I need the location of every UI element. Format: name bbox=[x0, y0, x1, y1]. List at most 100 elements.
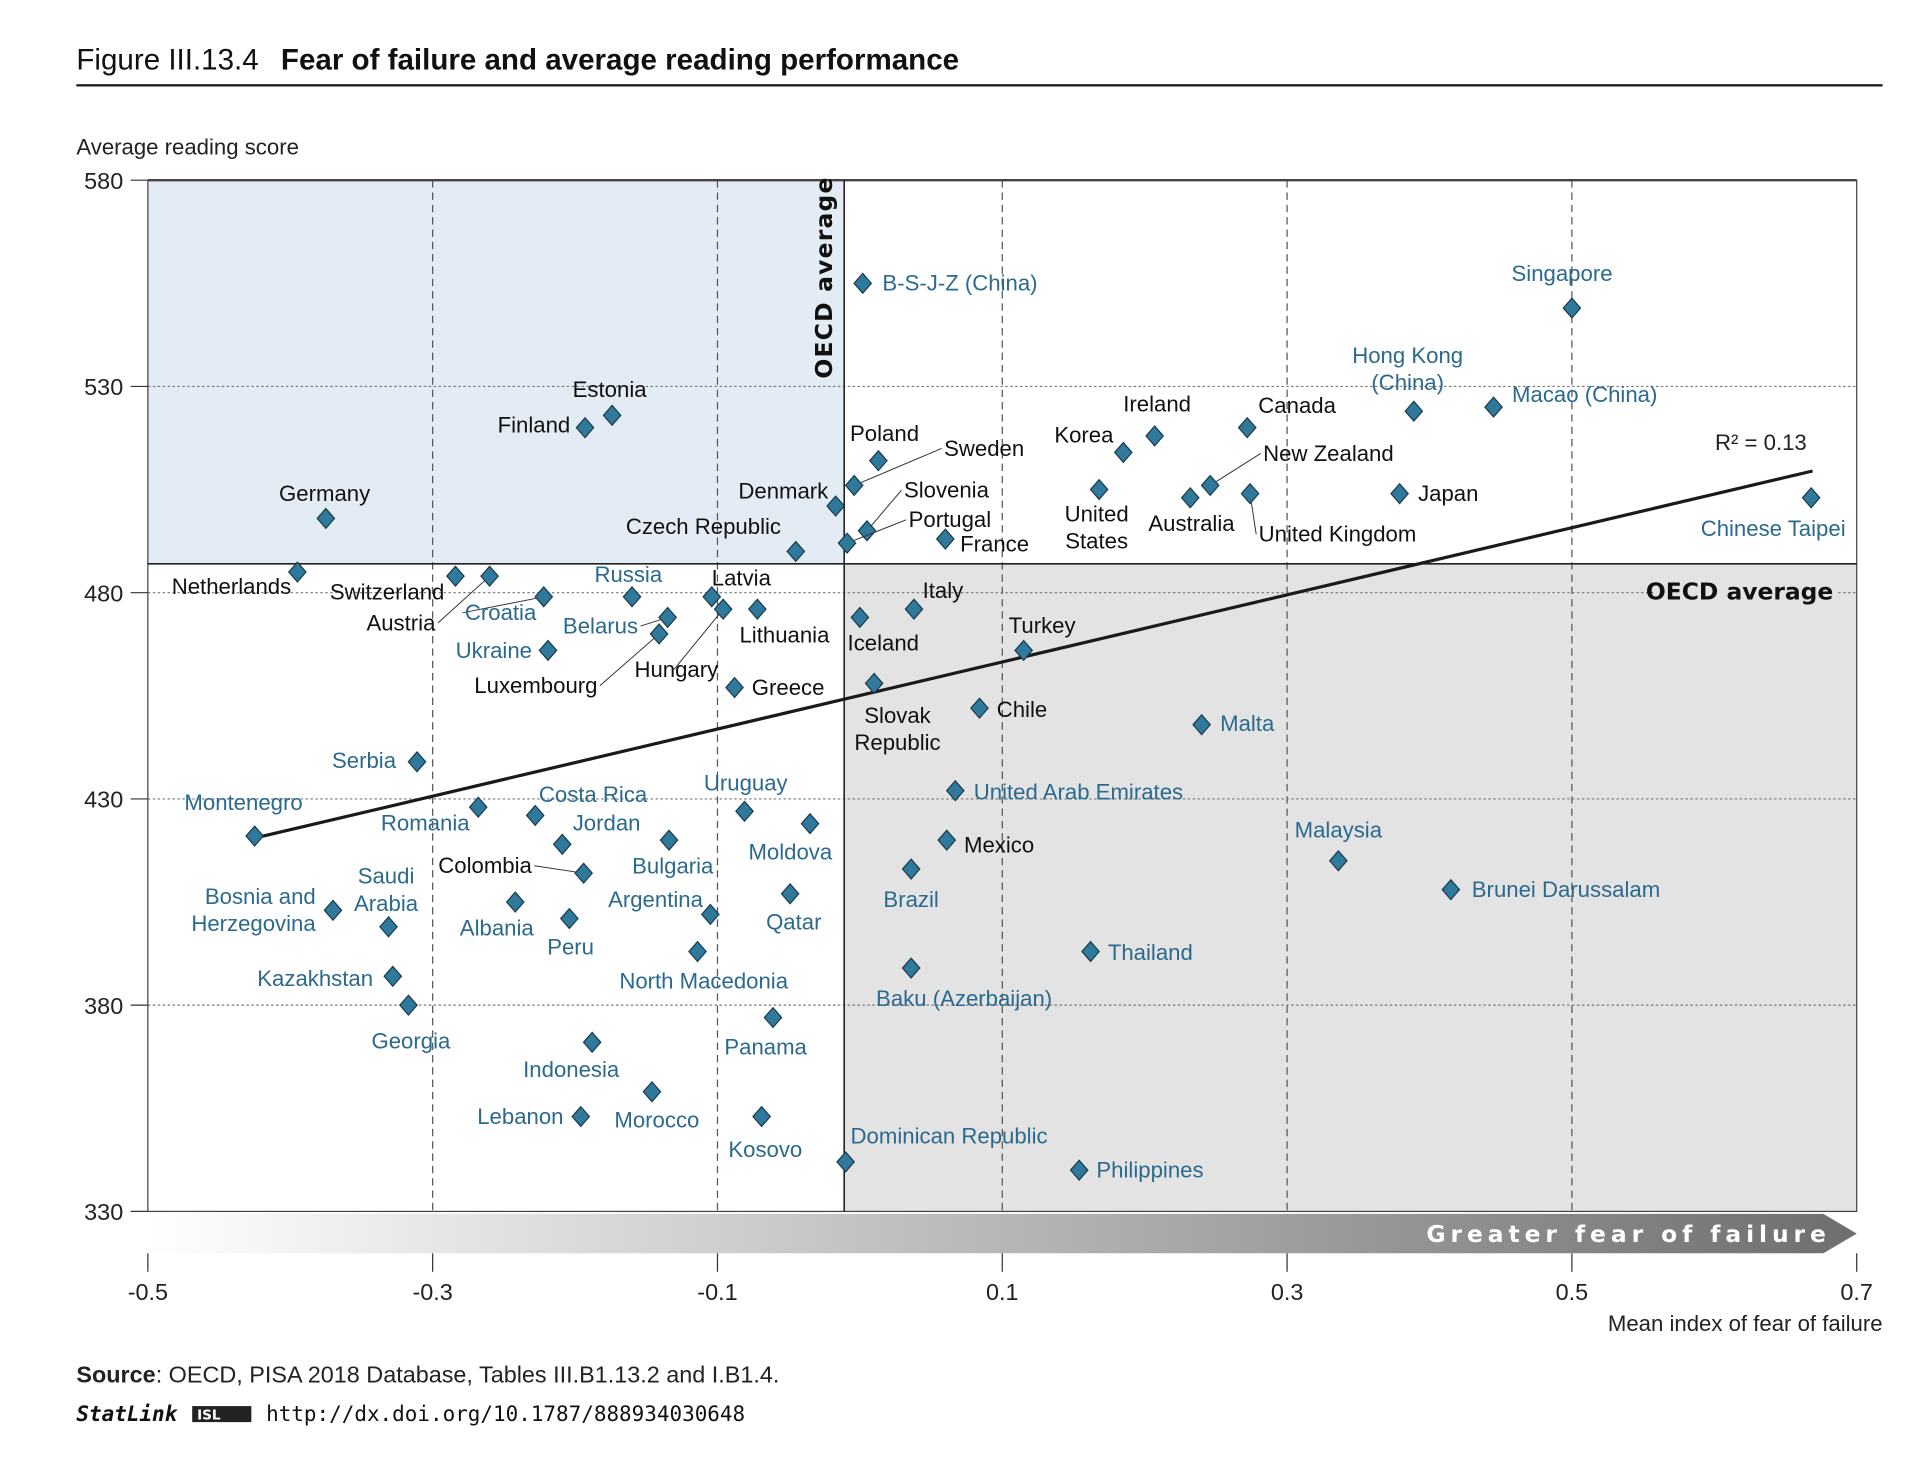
data-point-group: Slovenia bbox=[857, 478, 990, 542]
data-point-marker bbox=[1441, 878, 1461, 901]
statlink-url[interactable]: http://dx.doi.org/10.1787/888934030648 bbox=[266, 1402, 745, 1426]
plot-area: -0.5 -0.3 -0.1 0.1 0.3 0.5 0.7 580 530 480 430 380 3… bbox=[84, 168, 1882, 1336]
data-point-label: Russia bbox=[594, 562, 662, 587]
data-point-group: France bbox=[935, 528, 1029, 556]
quadrant-low-fear-high-score bbox=[147, 180, 845, 564]
data-point-label-line: Singapore bbox=[1512, 261, 1613, 286]
data-point-group: Luxembourg bbox=[474, 623, 669, 698]
statlink-label: StatLink bbox=[76, 1402, 178, 1426]
data-point-marker bbox=[688, 940, 707, 963]
data-point-label: Mexico bbox=[964, 832, 1034, 857]
data-point-group: Croatia bbox=[462, 586, 554, 625]
data-point-group: Georgia bbox=[371, 994, 451, 1053]
data-point-label-line: Estonia bbox=[573, 377, 648, 402]
data-point-label-line: Herzegovina bbox=[191, 911, 316, 936]
quadrant-high-fear-low-score bbox=[844, 563, 1857, 1212]
data-point-group: Bosnia and Herzegovina bbox=[191, 884, 343, 936]
data-point-marker bbox=[658, 606, 678, 629]
data-point-label-line: (China) bbox=[1371, 370, 1444, 395]
data-point-marker bbox=[622, 586, 642, 608]
data-point-label-line: Georgia bbox=[371, 1028, 451, 1053]
figure-title: Fear of failure and average reading perf… bbox=[281, 43, 959, 76]
data-point-group: Iceland bbox=[848, 606, 919, 656]
data-point-label-line: Malta bbox=[1220, 711, 1275, 736]
data-point-label: New Zealand bbox=[1263, 441, 1394, 466]
data-point-label-line: Thailand bbox=[1108, 940, 1193, 965]
data-point-marker bbox=[1801, 487, 1821, 509]
data-point-marker bbox=[1069, 1159, 1089, 1181]
data-point-label: Japan bbox=[1418, 481, 1478, 506]
data-point-label: Switzerland bbox=[330, 580, 445, 605]
data-point-group: Chinese Taipei bbox=[1701, 487, 1846, 541]
data-point-label-line: United Kingdom bbox=[1259, 522, 1417, 547]
data-point-label-line: Republic bbox=[854, 730, 940, 755]
data-point-marker bbox=[850, 606, 870, 629]
data-point-marker bbox=[763, 1006, 783, 1029]
x-axis-label: Mean index of fear of failure bbox=[1608, 1311, 1883, 1336]
data-point-group: Jordan bbox=[552, 811, 641, 856]
data-point-label-line: Serbia bbox=[332, 748, 397, 773]
data-point-label-line: New Zealand bbox=[1263, 441, 1394, 466]
data-point-label: Latvia bbox=[712, 566, 772, 591]
leader-line bbox=[673, 608, 724, 670]
data-point-group: Brunei Darussalam bbox=[1441, 877, 1660, 902]
data-point-label-line: Luxembourg bbox=[474, 673, 597, 698]
data-point-label: United Arab Emirates bbox=[974, 779, 1183, 804]
data-point-group: Kosovo bbox=[728, 1105, 802, 1162]
data-point-label-line: Arabia bbox=[354, 891, 419, 916]
data-point-marker bbox=[725, 676, 744, 699]
source-text: : OECD, PISA 2018 Database, Tables III.B… bbox=[156, 1362, 780, 1388]
data-point-label: Macao (China) bbox=[1512, 382, 1657, 407]
data-point-group: Philippines bbox=[1069, 1158, 1204, 1183]
data-point-label-line: Slovenia bbox=[904, 478, 990, 503]
data-point-group: Lebanon bbox=[477, 1104, 591, 1129]
data-point-marker bbox=[901, 858, 921, 880]
data-point-label: Brazil bbox=[883, 887, 938, 912]
data-point-label-line: Belarus bbox=[563, 613, 638, 638]
data-point-label: North Macedonia bbox=[619, 969, 788, 994]
data-point-label: Lebanon bbox=[477, 1104, 563, 1129]
data-point-marker bbox=[826, 495, 846, 517]
y-axis-label: Average reading score bbox=[76, 134, 299, 159]
data-point-marker bbox=[752, 1105, 772, 1128]
data-point-label: Malta bbox=[1220, 711, 1275, 736]
data-point-marker bbox=[713, 598, 733, 620]
data-point-label-line: Lithuania bbox=[739, 622, 830, 647]
data-point-label: Jordan bbox=[573, 811, 641, 836]
data-point-marker bbox=[399, 994, 418, 1016]
data-point-label: Brunei Darussalam bbox=[1472, 877, 1660, 902]
data-point-marker bbox=[868, 449, 888, 472]
data-point-label: Czech Republic bbox=[626, 514, 781, 539]
data-point-label: Dominican Republic bbox=[851, 1123, 1048, 1148]
leader-line bbox=[462, 596, 544, 614]
data-point-label: Croatia bbox=[465, 600, 537, 625]
data-point-label-line: France bbox=[960, 531, 1029, 556]
data-point-group: Portugal bbox=[837, 507, 991, 554]
data-point-label: Ireland bbox=[1123, 391, 1191, 416]
data-point-group: Ireland bbox=[1123, 391, 1191, 447]
data-point-group: Austria bbox=[366, 565, 500, 635]
data-point-group: Japan bbox=[1390, 481, 1478, 506]
y-tick-label: 480 bbox=[84, 580, 123, 606]
data-point-label: Chinese Taipei bbox=[1701, 516, 1846, 541]
x-tick-label: -0.3 bbox=[412, 1279, 452, 1305]
data-point-label: Singapore bbox=[1512, 261, 1613, 286]
data-point-label-line: Uruguay bbox=[704, 770, 789, 795]
data-point-marker bbox=[379, 916, 398, 938]
data-point-label-line: Mexico bbox=[964, 832, 1034, 857]
data-point-marker bbox=[571, 1105, 591, 1128]
data-point-label: Baku (Azerbaijan) bbox=[876, 986, 1052, 1011]
data-point-group: Italy bbox=[904, 578, 964, 620]
data-point-marker bbox=[800, 812, 820, 835]
data-point-group: Argentina bbox=[608, 887, 720, 926]
data-point-label-line: Kosovo bbox=[728, 1137, 802, 1162]
data-point-label: Costa Rica bbox=[539, 782, 648, 807]
data-point-group: Serbia bbox=[332, 748, 427, 773]
data-point-group: Greece bbox=[725, 675, 824, 700]
data-point-marker bbox=[844, 474, 864, 497]
data-point-label: Turkey bbox=[1009, 613, 1077, 638]
data-point-label: Germany bbox=[279, 481, 371, 506]
data-point-group: Belarus bbox=[563, 606, 678, 638]
data-point-label-line: Hungary bbox=[634, 657, 719, 682]
data-point-marker bbox=[582, 1031, 602, 1054]
